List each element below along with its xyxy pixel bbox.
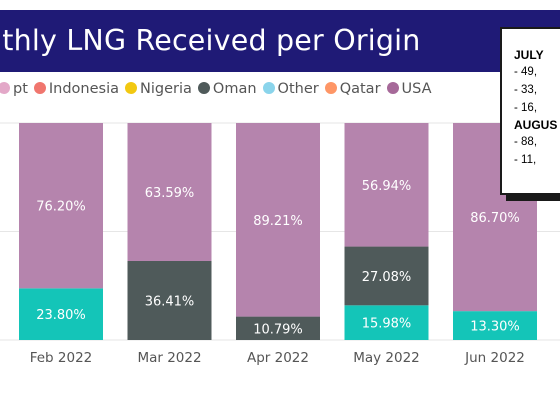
legend-item-qatar[interactable]: Qatar bbox=[324, 81, 381, 97]
chart-canvas: 23.80% 76.20% Feb 2022 36.41% 63.59% Mar 2022… bbox=[0, 122, 560, 366]
notes-month-label: JULY bbox=[514, 48, 544, 62]
notes-line: - 88, bbox=[514, 136, 538, 148]
bar-oman bbox=[127, 260, 212, 340]
legend-circle-icon bbox=[0, 82, 10, 94]
notes-line: - 16, bbox=[514, 102, 538, 114]
legend-circle-icon bbox=[262, 82, 275, 94]
bar-usa bbox=[236, 123, 320, 317]
stacked-bar-chart: 23.80% 76.20% Feb 2022 36.41% 63.59% Mar 2022… bbox=[0, 118, 560, 398]
x-tick-label: Jun 2022 bbox=[464, 350, 525, 366]
legend-label: Indonesia bbox=[48, 81, 120, 97]
legend-circle-icon bbox=[33, 82, 46, 94]
legend-circle-icon bbox=[324, 82, 337, 94]
x-tick-label: Feb 2022 bbox=[30, 350, 93, 366]
x-tick-label: Mar 2022 bbox=[137, 350, 201, 366]
legend-label: Qatar bbox=[339, 81, 381, 97]
legend-item-oman[interactable]: Oman bbox=[197, 81, 257, 97]
legend-item-indonesia[interactable]: Indonesia bbox=[33, 81, 120, 97]
bar-other bbox=[19, 288, 103, 340]
title-bar: nthly LNG Received per Origin bbox=[0, 10, 560, 72]
chart-title: nthly LNG Received per Origin bbox=[0, 24, 421, 57]
notes-line: - 49, bbox=[514, 66, 538, 78]
notes-line: - 11, bbox=[514, 154, 537, 166]
data-label: 86.70% bbox=[470, 211, 520, 226]
bar-other bbox=[453, 311, 537, 340]
legend-label: Other bbox=[277, 81, 319, 97]
legend-circle-icon bbox=[386, 82, 399, 94]
data-label: 13.30% bbox=[470, 320, 520, 335]
data-label: 15.98% bbox=[362, 317, 412, 332]
x-tick-label: May 2022 bbox=[353, 350, 420, 366]
legend-item-pt[interactable]: pt bbox=[0, 81, 28, 97]
bar-usa bbox=[19, 123, 103, 289]
bar-usa bbox=[127, 123, 212, 261]
notes-line: - 33, bbox=[514, 84, 538, 96]
data-label: 89.21% bbox=[253, 214, 303, 229]
data-label: 76.20% bbox=[36, 200, 86, 215]
legend-item-nigeria[interactable]: Nigeria bbox=[125, 81, 192, 97]
legend-item-other[interactable]: Other bbox=[262, 81, 319, 97]
bar-oman bbox=[236, 316, 320, 340]
bar-other bbox=[344, 305, 429, 340]
notes-month-label: AUGUS bbox=[514, 118, 558, 132]
data-label: 36.41% bbox=[145, 294, 195, 309]
legend-label: USA bbox=[401, 81, 432, 97]
legend-item-usa[interactable]: USA bbox=[386, 81, 432, 97]
legend-label: Oman bbox=[212, 81, 257, 97]
legend-label: pt bbox=[13, 81, 28, 97]
bar-usa bbox=[344, 123, 429, 247]
legend-circle-icon bbox=[125, 82, 138, 94]
legend-label: Nigeria bbox=[140, 81, 192, 97]
legend: pt Indonesia Nigeria Oman Other Qatar USA bbox=[0, 81, 438, 103]
data-label: 27.08% bbox=[362, 270, 412, 285]
data-label: 63.59% bbox=[145, 186, 195, 201]
data-label: 56.94% bbox=[362, 179, 412, 194]
x-tick-label: Apr 2022 bbox=[247, 350, 309, 366]
data-label: 23.80% bbox=[36, 308, 86, 323]
notes-panel: JULY - 49, - 33, - 16, AUGUS - 88, - 11, bbox=[500, 27, 560, 195]
bar-oman bbox=[344, 246, 429, 306]
legend-circle-icon bbox=[197, 82, 210, 94]
data-label: 10.79% bbox=[253, 322, 303, 337]
